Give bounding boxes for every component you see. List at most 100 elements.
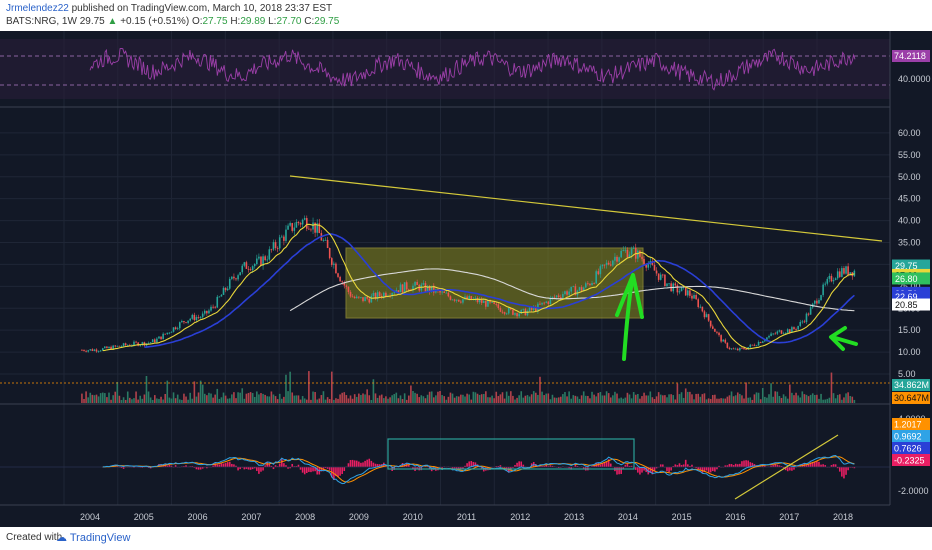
candle-body xyxy=(501,311,504,313)
macd-histogram-bar xyxy=(201,467,204,469)
volume-bar xyxy=(612,395,614,403)
volume-bar xyxy=(253,396,256,403)
macd-histogram-bar xyxy=(626,463,629,467)
macd-histogram-bar xyxy=(666,467,668,472)
price-axis-label: 15.00 xyxy=(898,325,921,335)
candle-body xyxy=(445,292,448,294)
candle-body xyxy=(528,307,531,311)
volume-bar xyxy=(809,394,812,403)
candle-body xyxy=(624,249,627,251)
candle-body xyxy=(137,342,139,346)
macd-histogram-bar xyxy=(416,467,418,469)
candle-body xyxy=(526,310,529,316)
macd-histogram-bar xyxy=(543,466,545,467)
candle-body xyxy=(312,222,314,230)
volume-bar xyxy=(711,395,714,403)
volume-bar xyxy=(216,388,219,403)
price-tag-bg xyxy=(892,259,930,272)
volume-bar xyxy=(118,395,121,403)
candle-body xyxy=(512,309,514,315)
candle-body xyxy=(849,272,852,275)
candle-body xyxy=(430,285,433,292)
candle-body xyxy=(183,320,185,323)
volume-bar xyxy=(505,391,508,403)
macd-histogram-bar xyxy=(195,467,198,470)
volume-bar xyxy=(314,392,316,403)
macd-histogram-bar xyxy=(620,467,622,474)
volume-bar xyxy=(701,394,704,403)
price-tag: 29.75 xyxy=(895,261,918,271)
chart-canvas[interactable]: 60.0055.0050.0045.0040.0035.0030.0025.00… xyxy=(0,31,932,527)
macd-histogram-bar xyxy=(539,465,541,467)
candle-body xyxy=(724,339,727,343)
volume-bar xyxy=(743,398,745,403)
volume-bar xyxy=(435,395,437,403)
candle-body xyxy=(426,285,429,292)
volume-bar xyxy=(385,396,387,403)
volume-bar xyxy=(811,393,814,403)
candle-body xyxy=(495,303,498,305)
volume-bar xyxy=(655,396,658,403)
candle-body xyxy=(374,292,377,299)
time-axis-labels[interactable]: 2004 2005 2006 2007 2008 2009 2010 2011 2012 2013… xyxy=(80,512,853,522)
volume-bars xyxy=(81,371,856,403)
candle-body xyxy=(139,344,142,346)
macd-histogram-bar xyxy=(557,467,560,468)
macd-histogram-bar xyxy=(166,465,169,467)
macd-histogram-bar xyxy=(362,462,364,467)
consolidation-range-box xyxy=(345,247,644,319)
volume-bar xyxy=(418,397,421,403)
macd-histogram-bar xyxy=(843,467,845,479)
candle-body xyxy=(345,285,348,287)
volume-bar xyxy=(324,399,327,403)
candle-body xyxy=(451,299,454,301)
macd-histogram-bar xyxy=(639,467,641,475)
volume-bar xyxy=(412,391,414,403)
macd-histogram-bar xyxy=(231,463,233,467)
macd-histogram-bar xyxy=(682,464,685,467)
candle-body xyxy=(630,248,633,255)
candle-body xyxy=(699,306,702,308)
chart-header: Jrmelendez22 published on TradingView.co… xyxy=(0,0,932,30)
volume-bar xyxy=(530,394,533,403)
candle-body xyxy=(761,341,764,343)
macd-histogram-bar xyxy=(268,463,271,467)
volume-bar xyxy=(464,396,466,403)
macd-histogram-bar xyxy=(518,461,520,467)
volume-bar xyxy=(847,392,849,403)
author-link[interactable]: Jrmelendez22 xyxy=(6,3,69,14)
candle-body xyxy=(308,228,310,230)
macd-histogram-bar xyxy=(283,463,285,467)
volume-bar xyxy=(393,394,396,403)
macd-histogram-bar xyxy=(845,467,847,475)
volume-bar xyxy=(189,392,191,403)
macd-histogram-bar xyxy=(462,467,464,469)
macd-histogram-bar xyxy=(772,465,774,467)
macd-histogram-bar xyxy=(838,467,841,472)
macd-histogram-bar xyxy=(472,461,475,467)
candle-body xyxy=(836,271,839,279)
publish-line: Jrmelendez22 published on TradingView.co… xyxy=(6,3,332,14)
volume-bar xyxy=(535,392,537,403)
macd-histogram-bar xyxy=(341,467,343,474)
macd-histogram-bar xyxy=(649,467,652,473)
footer: Created with ☁ TradingView xyxy=(0,527,932,550)
volume-bar xyxy=(609,397,612,403)
candle-body xyxy=(614,256,616,261)
created-with-text: Created with xyxy=(6,532,63,543)
volume-bar xyxy=(732,396,735,403)
volume-bar xyxy=(545,393,548,403)
candle-body xyxy=(497,304,500,309)
tradingview-logo-link[interactable]: ☁ TradingView xyxy=(56,531,130,544)
volume-bar xyxy=(547,393,550,403)
macd-histogram-bar xyxy=(630,465,633,467)
candle-body xyxy=(655,270,658,274)
volume-bar xyxy=(89,392,92,403)
volume-bar xyxy=(468,394,470,403)
candle-body xyxy=(366,297,368,299)
volume-bar xyxy=(697,393,700,403)
volume-bar xyxy=(305,399,308,403)
volume-bar xyxy=(360,394,362,403)
rsi-value-tag-bg xyxy=(892,50,930,62)
symbol-label[interactable]: BATS:NRG, 1W xyxy=(6,16,77,27)
